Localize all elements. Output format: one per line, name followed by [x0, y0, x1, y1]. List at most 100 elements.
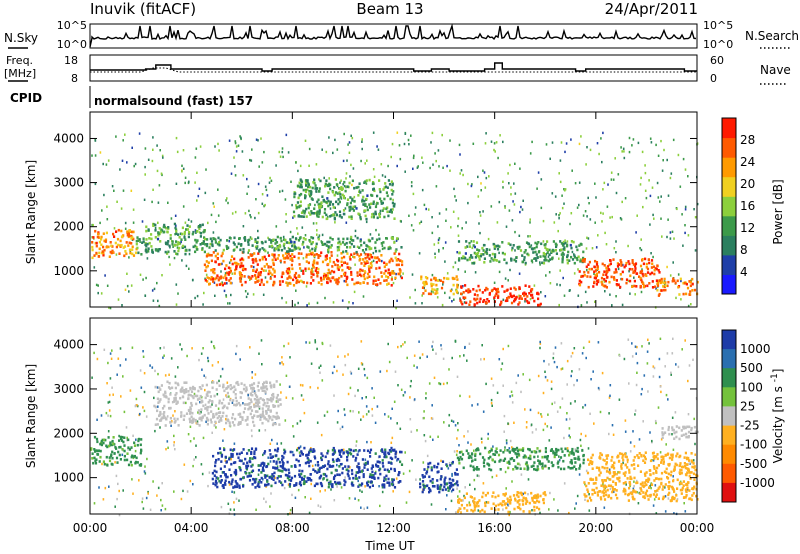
band-cell — [475, 289, 478, 293]
scatter-cell — [511, 401, 514, 404]
scatter-cell — [279, 362, 281, 365]
band-cell — [119, 435, 122, 439]
band-cell — [493, 247, 496, 250]
scatter-cell — [634, 293, 636, 296]
band-cell — [362, 475, 365, 479]
band-cell — [269, 397, 273, 400]
band-cell — [216, 257, 219, 261]
scatter-cell — [190, 220, 193, 223]
scatter-cell — [637, 502, 640, 505]
band-cell — [117, 243, 120, 247]
band-cell — [383, 265, 386, 269]
scatter-cell — [551, 402, 553, 406]
band-cell — [484, 250, 487, 254]
band-cell — [270, 239, 273, 242]
scatter-cell — [161, 274, 163, 277]
scatter-cell — [431, 345, 433, 348]
band-cell — [331, 458, 335, 461]
scatter-cell — [605, 243, 608, 246]
band-cell — [193, 387, 196, 391]
scatter-cell — [162, 156, 164, 159]
band-cell — [454, 471, 457, 475]
band-cell — [287, 256, 290, 260]
band-cell — [368, 270, 371, 273]
band-cell — [313, 253, 316, 257]
scatter-cell — [688, 462, 691, 465]
band-cell — [300, 183, 303, 186]
band-cell — [210, 268, 213, 272]
band-cell — [226, 391, 229, 395]
band-cell — [264, 249, 267, 253]
scatter-cell — [171, 420, 173, 423]
band-cell — [492, 242, 495, 246]
scatter-cell — [390, 155, 392, 159]
scatter-cell — [332, 301, 335, 304]
band-cell — [201, 242, 204, 245]
band-cell — [325, 474, 328, 478]
scatter-cell — [568, 427, 571, 430]
scatter-cell — [633, 445, 636, 448]
band-cell — [215, 283, 218, 287]
band-cell — [358, 449, 361, 452]
scatter-cell — [291, 450, 294, 454]
band-cell — [478, 288, 481, 292]
scatter-cell — [314, 463, 317, 467]
scatter-cell — [480, 437, 483, 440]
band-cell — [240, 243, 243, 246]
band-cell — [310, 236, 313, 239]
scatter-cell — [652, 365, 655, 368]
band-cell — [640, 269, 644, 273]
scatter-cell — [664, 510, 667, 513]
band-cell — [394, 452, 397, 456]
scatter-cell — [677, 365, 680, 369]
band-cell — [99, 455, 102, 459]
band-cell — [217, 477, 220, 480]
band-cell — [276, 476, 279, 480]
band-cell — [208, 399, 211, 402]
band-cell — [460, 292, 463, 296]
band-cell — [434, 292, 437, 295]
band-cell — [301, 243, 304, 246]
band-cell — [495, 292, 498, 296]
band-cell — [120, 439, 124, 442]
scatter-cell — [140, 386, 143, 389]
band-cell — [507, 242, 510, 245]
band-cell — [176, 243, 179, 247]
scatter-cell — [597, 341, 600, 344]
scatter-cell — [527, 235, 529, 238]
scatter-cell — [151, 200, 153, 204]
band-cell — [310, 210, 313, 213]
scatter-cell — [396, 131, 399, 134]
scatter-cell — [664, 495, 667, 498]
band-cell — [274, 238, 277, 242]
band-cell — [360, 262, 363, 265]
scatter-cell — [445, 208, 448, 211]
band-cell — [363, 277, 366, 281]
band-cell — [320, 452, 323, 455]
band-cell — [123, 454, 126, 458]
scatter-cell — [495, 474, 498, 477]
scatter-cell — [297, 232, 299, 235]
band-cell — [370, 266, 373, 269]
band-cell — [337, 248, 341, 252]
band-cell — [515, 256, 518, 260]
band-cell — [337, 202, 340, 206]
scatter-cell — [336, 148, 339, 151]
scatter-cell — [234, 140, 237, 143]
band-cell — [307, 206, 310, 210]
scatter-cell — [315, 163, 318, 166]
band-cell — [217, 236, 220, 240]
band-cell — [242, 485, 245, 488]
scatter-cell — [193, 458, 195, 461]
scatter-cell — [487, 437, 489, 440]
scatter-cell — [463, 301, 466, 304]
scatter-cell — [408, 214, 410, 217]
band-cell — [239, 403, 242, 407]
band-cell — [387, 271, 390, 275]
band-cell — [279, 283, 282, 286]
scatter-cell — [201, 368, 203, 371]
band-cell — [220, 275, 223, 278]
scatter-cell — [504, 446, 506, 449]
band-cell — [331, 238, 334, 241]
band-cell — [212, 270, 215, 274]
